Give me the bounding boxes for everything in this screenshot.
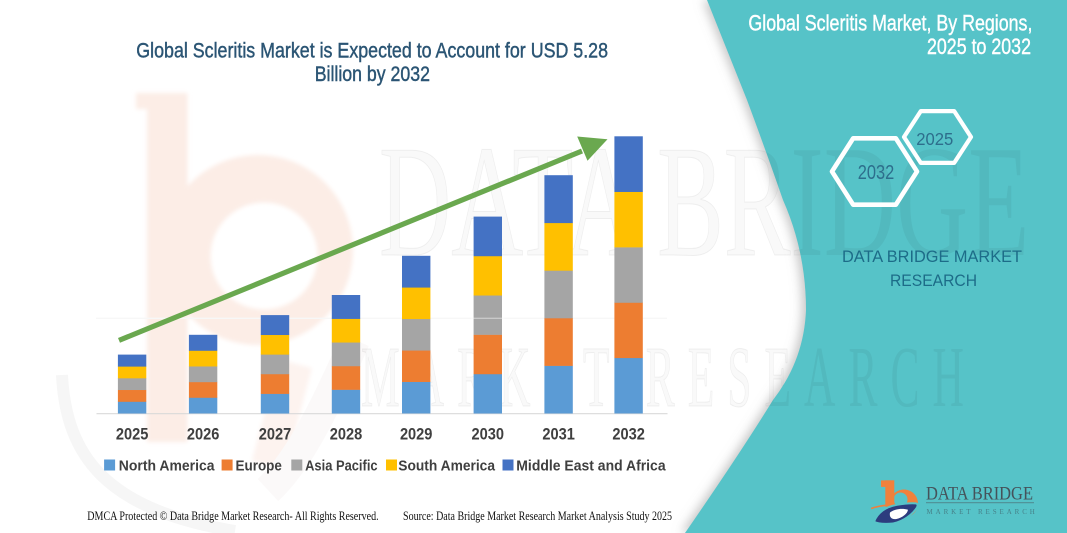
svg-text:2032: 2032: [858, 162, 895, 184]
svg-text:DATA BRIDGE: DATA BRIDGE: [926, 484, 1033, 505]
svg-text:2030: 2030: [472, 425, 505, 444]
svg-text:Global Scleritis Market, By Re: Global Scleritis Market, By Regions,: [748, 11, 1032, 36]
svg-text:2026: 2026: [187, 425, 220, 444]
svg-text:2027: 2027: [259, 425, 292, 444]
svg-text:Middle East and Africa: Middle East and Africa: [516, 458, 666, 474]
svg-text:2025 to 2032: 2025 to 2032: [927, 34, 1031, 59]
svg-text:2031: 2031: [542, 425, 575, 444]
svg-text:North America: North America: [119, 458, 216, 474]
svg-text:2029: 2029: [400, 425, 433, 444]
svg-text:South America: South America: [398, 458, 496, 474]
svg-text:2028: 2028: [330, 425, 363, 444]
svg-text:Source: Data Bridge Market Res: Source: Data Bridge Market Research Mark…: [403, 509, 672, 523]
svg-text:Billion by 2032: Billion by 2032: [315, 62, 430, 86]
svg-text:2025: 2025: [116, 425, 149, 444]
svg-text:Asia Pacific: Asia Pacific: [305, 458, 378, 474]
svg-text:Global Scleritis Market is Exp: Global Scleritis Market is Expected to A…: [136, 38, 608, 62]
svg-text:RESEARCH: RESEARCH: [890, 271, 977, 290]
svg-text:Europe: Europe: [236, 458, 282, 474]
svg-text:MARKET RESEARCH: MARKET RESEARCH: [927, 508, 1038, 516]
svg-text:DMCA Protected © Data Bridge M: DMCA Protected © Data Bridge Market Rese…: [87, 509, 378, 523]
svg-text:DATA BRIDGE MARKET: DATA BRIDGE MARKET: [842, 247, 1022, 266]
svg-text:2032: 2032: [612, 425, 645, 444]
svg-text:2025: 2025: [916, 129, 953, 149]
